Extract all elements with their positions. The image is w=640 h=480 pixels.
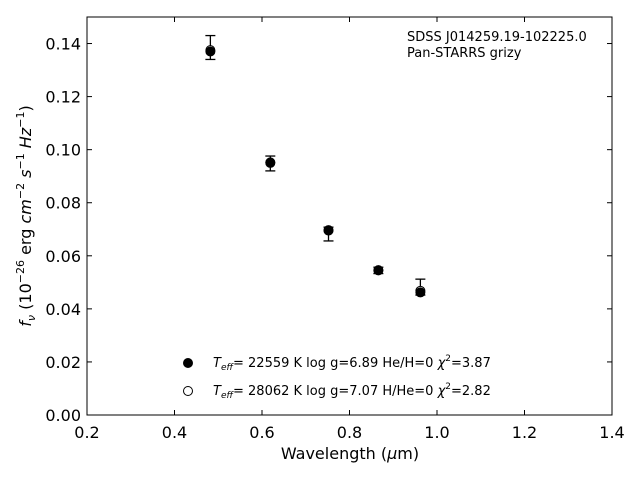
x-tick-label: 1.0 bbox=[424, 423, 449, 442]
model-open-markers bbox=[205, 45, 426, 296]
y-tick-label: 0.10 bbox=[45, 141, 81, 160]
y-tick-label: 0.14 bbox=[45, 35, 81, 54]
model-filled-markers bbox=[205, 46, 426, 298]
model-point-filled bbox=[323, 225, 334, 236]
model-point-filled bbox=[265, 157, 276, 168]
x-axis-title: Wavelength (μm) bbox=[281, 444, 419, 463]
model-point-filled bbox=[415, 287, 426, 298]
x-tick-label: 0.8 bbox=[337, 423, 362, 442]
y-tick-label: 0.00 bbox=[45, 406, 81, 425]
legend-label-open: Teff= 28062 K log g=7.07 H/He=0 χ2=2.82 bbox=[213, 382, 491, 401]
model-point-filled bbox=[373, 265, 384, 276]
legend-label-filled: Teff= 22559 K log g=6.89 He/H=0 χ2=3.87 bbox=[213, 354, 491, 373]
x-axis-ticks: 0.2 0.4 0.6 0.8 1.0 1.2 1.4 bbox=[74, 17, 625, 442]
legend-marker-filled bbox=[183, 358, 193, 368]
legend: Teff= 22559 K log g=6.89 He/H=0 χ2=3.87 … bbox=[183, 354, 491, 401]
x-tick-label: 0.4 bbox=[162, 423, 187, 442]
observed-errorbars bbox=[205, 34, 426, 296]
x-tick-label: 0.6 bbox=[249, 423, 274, 442]
y-tick-label: 0.06 bbox=[45, 247, 81, 266]
model-point-filled bbox=[205, 46, 216, 57]
y-axis-title: fν (10−26 erg cm−2 s−1 Hz−1) bbox=[14, 105, 38, 326]
y-tick-label: 0.12 bbox=[45, 88, 81, 107]
annotation-object-name: SDSS J014259.19-102225.0 bbox=[407, 30, 587, 45]
y-tick-label: 0.04 bbox=[45, 300, 81, 319]
y-tick-label: 0.02 bbox=[45, 353, 81, 372]
annotation-survey: Pan-STARRS grizy bbox=[407, 46, 522, 61]
x-tick-label: 0.2 bbox=[74, 423, 99, 442]
x-tick-label: 1.4 bbox=[599, 423, 624, 442]
legend-marker-open bbox=[183, 386, 193, 396]
x-tick-label: 1.2 bbox=[512, 423, 537, 442]
y-axis-ticks: 0.00 0.02 0.04 0.06 0.08 0.10 0.12 0.14 bbox=[45, 35, 612, 425]
y-tick-label: 0.08 bbox=[45, 194, 81, 213]
